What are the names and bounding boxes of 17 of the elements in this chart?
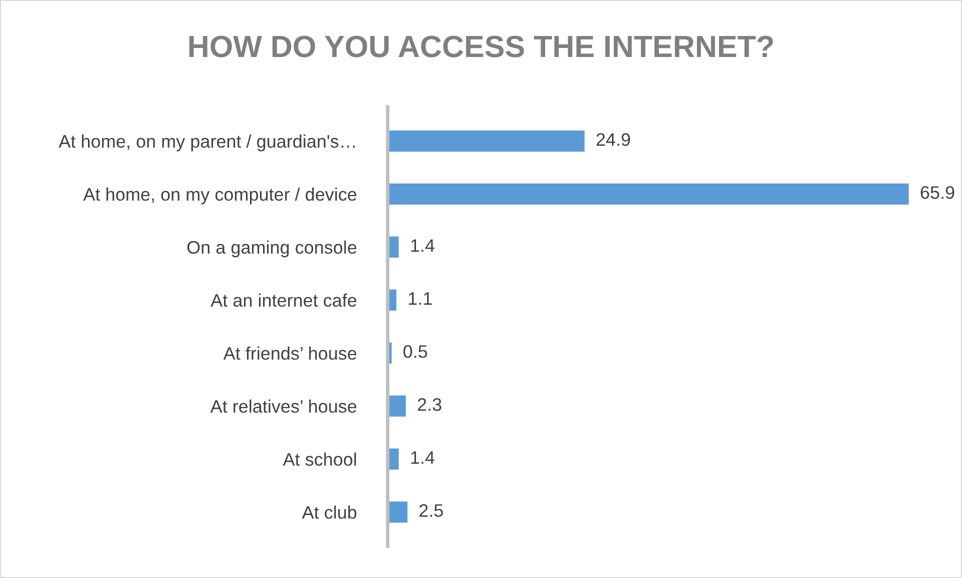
- y-tick-label: At an internet cafe: [210, 294, 356, 307]
- chart-title: HOW DO YOU ACCESS THE INTERNET?: [189, 36, 773, 58]
- y-tick-label: At home, on my computer / device: [83, 188, 356, 204]
- y-tick-label: At school: [282, 452, 356, 466]
- data-label: 0.5: [403, 345, 428, 358]
- data-label: 24.9: [596, 133, 630, 146]
- y-tick-label: At home, on my parent / guardian's…: [58, 134, 355, 152]
- y-tick-label: At club: [302, 506, 356, 519]
- y-tick-label: At friends’ house: [223, 346, 356, 360]
- y-tick-label: At relatives’ house: [210, 400, 356, 413]
- data-label: 65.9: [920, 186, 954, 199]
- data-label: 2.3: [418, 398, 442, 411]
- data-label: 1.1: [408, 292, 432, 305]
- data-label: 2.5: [419, 504, 443, 517]
- y-tick-label: On a gaming console: [187, 240, 356, 258]
- data-label: 1.4: [411, 239, 434, 252]
- data-label: 1.4: [411, 451, 434, 464]
